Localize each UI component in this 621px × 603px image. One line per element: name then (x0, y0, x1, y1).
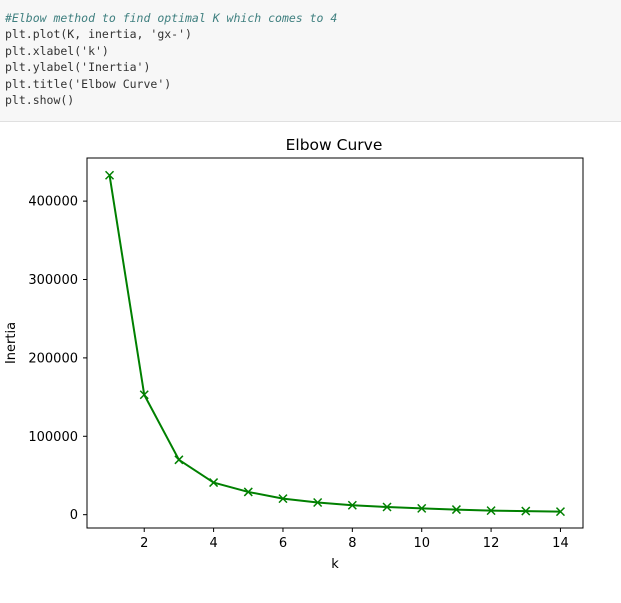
chart-output: Elbow Curve 2 4 6 8 10 12 14 0 100000 200000 3000… (4, 136, 584, 572)
x-tick-label: 4 (209, 536, 217, 551)
x-axis: 2 4 6 8 10 12 14 (140, 528, 569, 551)
y-axis: 0 100000 200000 300000 400000 (28, 195, 87, 523)
x-tick-label: 12 (483, 536, 500, 551)
x-axis-title: k (331, 557, 339, 572)
code-cell[interactable]: #Elbow method to find optimal K which co… (0, 0, 621, 122)
code-plot-call: plt.plot(K, inertia, 'gx-') (5, 27, 192, 42)
code-line-show: plt.show() (5, 92, 621, 108)
data-point-marker (243, 487, 253, 497)
y-tick-label: 200000 (28, 351, 78, 366)
plot-area (86, 157, 584, 529)
data-point-marker (105, 170, 115, 180)
data-point-marker (521, 506, 531, 516)
code-line-comment: #Elbow method to find optimal K which co… (5, 11, 338, 25)
x-tick-label: 8 (348, 536, 356, 551)
x-tick-label: 6 (279, 536, 287, 551)
data-point-marker (486, 506, 496, 516)
data-point-marker (451, 505, 461, 515)
x-tick-label: 14 (552, 536, 569, 551)
y-tick-label: 0 (70, 508, 78, 523)
x-tick-label: 2 (140, 536, 148, 551)
y-tick-label: 100000 (28, 430, 78, 445)
code-line-plot: plt.plot(K, inertia, 'gx-') (5, 26, 621, 42)
data-point-marker (347, 500, 357, 510)
code-xlabel-call: plt.xlabel('k') (5, 43, 109, 58)
series-layer (105, 170, 565, 517)
code-line-xlabel: plt.xlabel('k') (5, 43, 621, 59)
data-point-marker (313, 497, 323, 508)
chart-title: Elbow Curve (286, 136, 383, 154)
data-point-marker (278, 494, 288, 504)
data-point-marker (139, 390, 149, 400)
code-line-title: plt.title('Elbow Curve') (5, 76, 621, 92)
data-point-marker (209, 478, 219, 488)
data-point-marker (174, 455, 184, 465)
x-tick-label: 10 (413, 536, 430, 551)
series-line (108, 175, 561, 513)
y-tick-label: 400000 (28, 195, 78, 210)
code-title-call: plt.title('Elbow Curve') (5, 76, 172, 91)
data-point-marker (555, 507, 565, 517)
code-ylabel-call: plt.ylabel('Inertia') (5, 60, 151, 75)
data-point-marker (417, 503, 427, 513)
code-show-call: plt.show() (5, 92, 75, 107)
y-tick-label: 300000 (28, 273, 78, 288)
code-line-ylabel: plt.ylabel('Inertia') (5, 59, 621, 75)
y-axis-title: Inertia (4, 322, 19, 364)
data-point-marker (382, 502, 392, 512)
